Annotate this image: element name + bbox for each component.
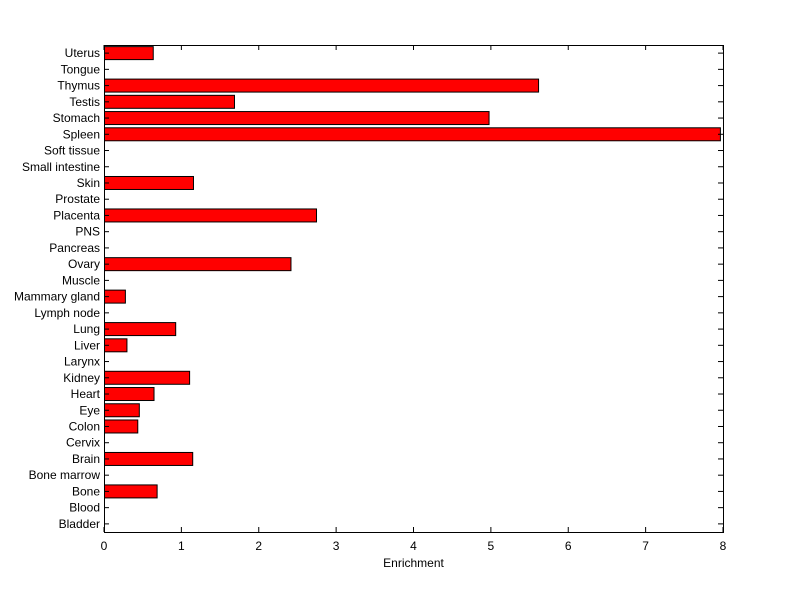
bar-brain: [104, 451, 194, 466]
y-tick-label: Small intestine: [22, 160, 100, 174]
y-tick-label: Heart: [71, 387, 101, 401]
x-tick-label: 3: [333, 539, 340, 553]
y-tick-label: Soft tissue: [44, 144, 100, 158]
bar-testis: [104, 94, 235, 109]
y-tick-label: Ovary: [68, 257, 100, 271]
bar-lung: [104, 322, 177, 337]
x-tick-label: 4: [410, 539, 417, 553]
bar-uterus: [104, 46, 154, 61]
bar-stomach: [104, 111, 490, 126]
y-tick-label: PNS: [75, 225, 100, 239]
bar-bone: [104, 484, 158, 499]
bar-thymus: [104, 78, 540, 93]
bars-layer: [104, 46, 721, 499]
y-tick-label: Colon: [69, 419, 100, 433]
y-tick-label: Mammary gland: [14, 290, 100, 304]
y-tick-label: Tongue: [61, 62, 101, 76]
bar-placenta: [104, 208, 318, 223]
y-tick-label: Placenta: [53, 208, 100, 222]
y-tick-label: Eye: [79, 403, 100, 417]
y-tick-label: Testis: [69, 95, 100, 109]
y-tick-label: Bone marrow: [29, 468, 101, 482]
x-tick-label: 6: [565, 539, 572, 553]
bar-kidney: [104, 370, 191, 385]
y-tick-label: Prostate: [55, 192, 100, 206]
y-tick-label: Uterus: [65, 46, 100, 60]
y-tick-label: Kidney: [63, 371, 100, 385]
bar-colon: [104, 419, 139, 434]
bar-ovary: [104, 257, 292, 272]
bar-spleen: [104, 127, 721, 142]
x-axis-label: Enrichment: [383, 556, 444, 570]
x-tick-label: 5: [488, 539, 495, 553]
y-tick-label: Cervix: [66, 436, 100, 450]
x-tick-label: 8: [720, 539, 727, 553]
bar-skin: [104, 175, 194, 190]
y-tick-label: Skin: [77, 176, 100, 190]
y-tick-label: Lymph node: [34, 306, 100, 320]
y-tick-label: Bone: [72, 484, 100, 498]
y-tick-label: Spleen: [63, 127, 100, 141]
x-tick-label: 7: [642, 539, 649, 553]
labels-layer: Uterus Tongue Thymus Testis Stomach Spleen Sof…: [14, 46, 727, 553]
y-tick-label: Brain: [72, 452, 100, 466]
y-tick-label: Muscle: [62, 273, 100, 287]
y-tick-label: Larynx: [64, 355, 100, 369]
x-tick-label: 0: [101, 539, 108, 553]
y-tick-label: Blood: [69, 501, 100, 515]
y-tick-label: Bladder: [59, 517, 100, 531]
y-tick-label: Pancreas: [49, 241, 100, 255]
x-tick-label: 2: [255, 539, 262, 553]
y-tick-label: Lung: [73, 322, 100, 336]
y-tick-label: Stomach: [53, 111, 100, 125]
bar-eye: [104, 403, 140, 418]
y-tick-label: Thymus: [57, 79, 100, 93]
ticks-layer: [103, 45, 724, 532]
bar-heart: [104, 387, 155, 402]
y-tick-label: Liver: [74, 338, 100, 352]
x-tick-label: 1: [178, 539, 185, 553]
